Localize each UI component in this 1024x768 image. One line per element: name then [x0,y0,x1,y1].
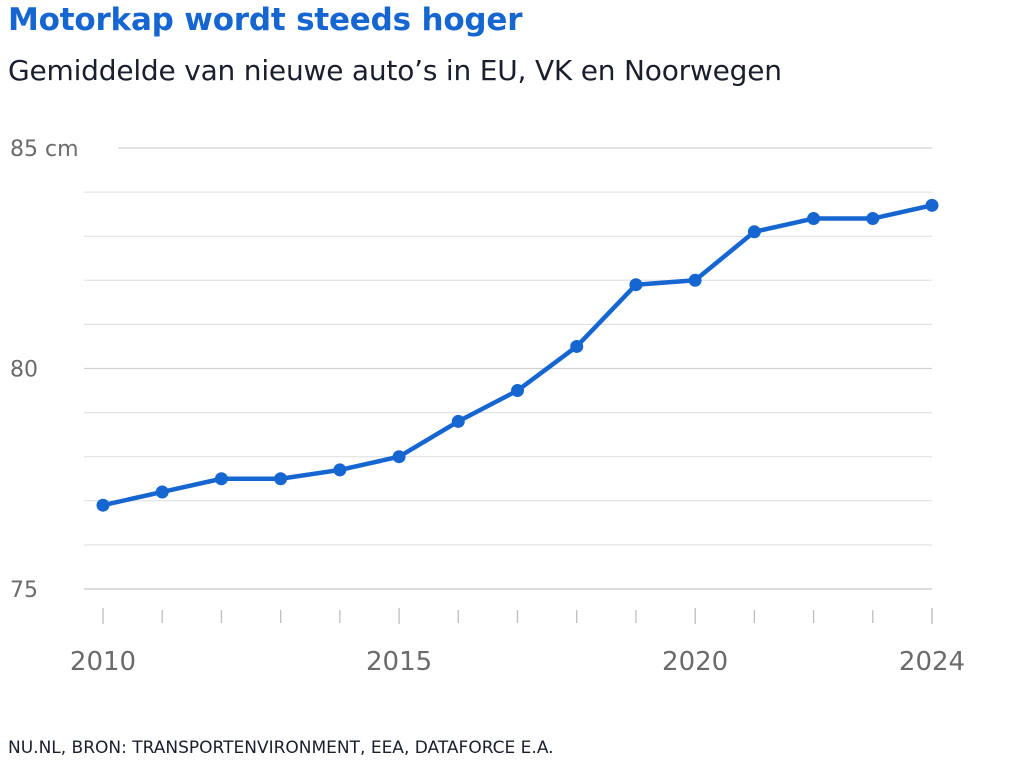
x-tick-labels: 2010 2015 2020 2024 [70,647,965,677]
data-point-2017 [511,384,524,398]
x-tick-label-2015: 2015 [366,647,432,677]
source-note: NU.NL, BRON: TRANSPORTENVIRONMENT, EEA, … [8,738,554,758]
chart-title: Motorkap wordt steeds hoger [8,2,523,38]
data-series [96,198,939,512]
series-line [100,203,935,508]
x-axis-ticks [102,608,933,624]
y-tick-label-80: 80 [10,358,38,383]
x-tick-label-2010: 2010 [70,647,136,677]
data-point-2023 [866,212,880,226]
x-tick-label-2024: 2024 [899,647,965,677]
data-point-2012 [214,472,228,486]
data-point-2018 [570,339,584,353]
data-point-2014 [333,463,347,477]
data-point-2011 [155,485,169,499]
data-point-2022 [807,212,821,226]
x-tick-label-2020: 2020 [662,647,728,677]
data-point-2013 [274,472,288,486]
grid-lines [84,147,932,590]
data-point-2021 [747,225,761,239]
data-point-2019 [629,278,643,292]
y-tick-labels: 85 cm 80 75 [10,137,79,603]
line-chart: 85 cm 80 75 2010 2015 2020 2024 [10,137,965,677]
data-point-2010 [96,498,110,512]
y-tick-label-85: 85 cm [10,137,79,162]
chart-subtitle: Gemiddelde van nieuwe auto’s in EU, VK e… [8,54,782,87]
data-point-2016 [451,414,465,428]
data-point-2015 [392,450,406,464]
data-point-2024 [925,198,939,212]
y-tick-label-75: 75 [10,578,38,603]
data-point-2020 [688,273,702,287]
